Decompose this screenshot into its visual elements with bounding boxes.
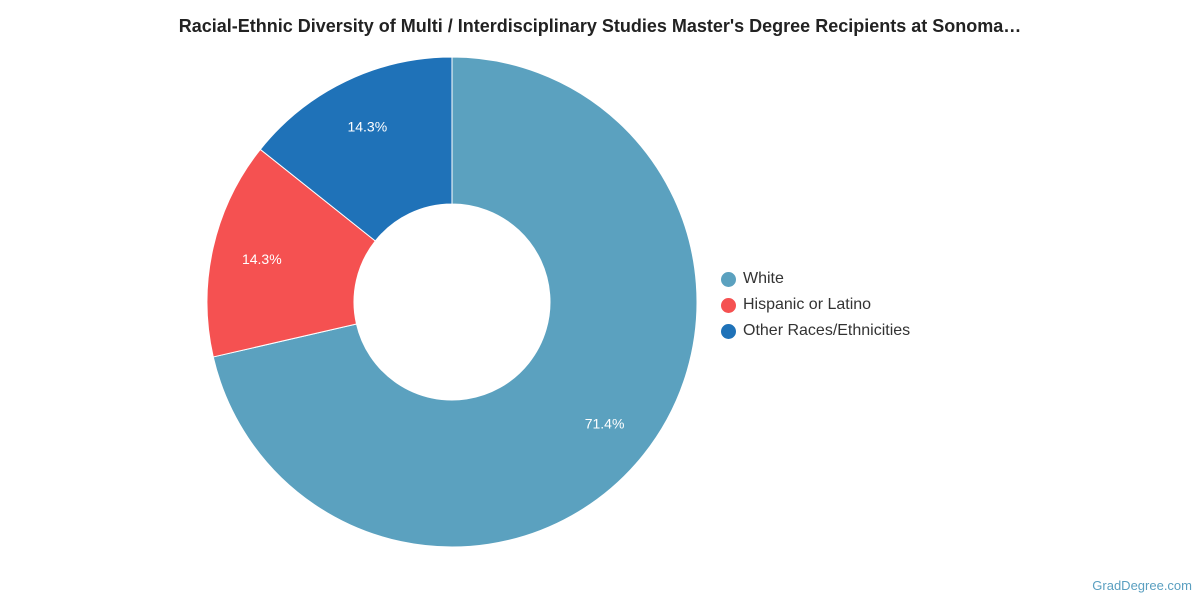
source-link[interactable]: GradDegree.com bbox=[1092, 578, 1192, 593]
legend-label-hispanic-or-latino: Hispanic or Latino bbox=[743, 296, 872, 313]
slice-label-hispanic-or-latino: 14.3% bbox=[242, 251, 282, 267]
legend-label-white: White bbox=[743, 270, 784, 287]
chart-legend: White Hispanic or Latino Other Races/Eth… bbox=[721, 266, 910, 344]
legend-swatch-other-races bbox=[721, 323, 736, 339]
slice-other-races-ethnicities[interactable] bbox=[259, 56, 453, 242]
legend-item-white[interactable]: White bbox=[721, 266, 910, 292]
slice-white[interactable] bbox=[212, 56, 698, 548]
legend-swatch-hispanic-or-latino bbox=[721, 297, 736, 313]
legend-item-other-races[interactable]: Other Races/Ethnicities bbox=[721, 318, 910, 344]
chart-title: Racial-Ethnic Diversity of Multi / Inter… bbox=[178, 16, 1022, 36]
legend-item-hispanic-or-latino[interactable]: Hispanic or Latino bbox=[721, 292, 910, 318]
slice-label-white: 71.4% bbox=[585, 415, 625, 431]
slice-label-other-races-ethnicities: 14.3% bbox=[347, 118, 387, 134]
legend-label-other-races: Other Races/Ethnicities bbox=[743, 322, 911, 339]
legend-swatch-white bbox=[721, 271, 736, 287]
slice-hispanic-or-latino[interactable] bbox=[206, 148, 377, 358]
